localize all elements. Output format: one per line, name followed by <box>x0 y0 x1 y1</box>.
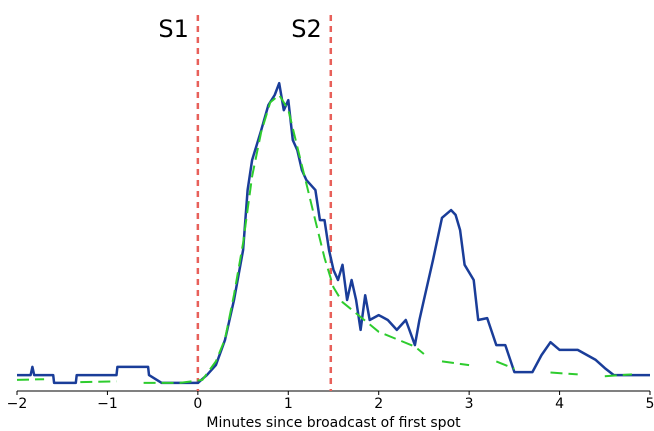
x-tick-label: 1 <box>284 396 293 412</box>
series-line <box>17 81 650 385</box>
x-tick-label: 3 <box>465 396 474 412</box>
x-axis-label: Minutes since broadcast of first spot <box>206 415 461 431</box>
x-tick-label: 5 <box>646 396 654 412</box>
series-line <box>16 94 632 384</box>
x-tick-label: 4 <box>555 396 564 412</box>
x-tick-label: −2 <box>7 396 28 412</box>
x-tick-label: −1 <box>97 396 118 412</box>
marker-label: S1 <box>158 15 189 43</box>
marker-label: S2 <box>291 15 322 43</box>
x-tick-label: 0 <box>193 396 202 412</box>
x-tick-label: 2 <box>374 396 383 412</box>
